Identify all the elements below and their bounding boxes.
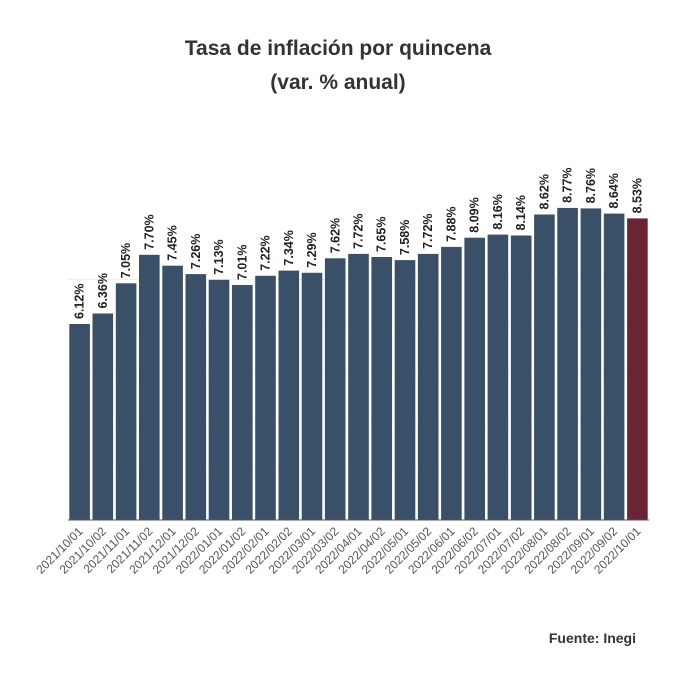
bar-value-label: 7.58% [398,220,412,255]
bar-2022/05/01 [394,260,416,520]
bar-value-label: 7.22% [259,235,273,270]
bar-value-label: 8.77% [561,167,575,202]
bar-value-label: 7.72% [352,213,366,248]
bar-value-label: 8.64% [607,173,621,208]
bar-2022/04/01 [348,253,369,520]
bar-2021/11/02 [139,254,160,521]
bar-value-label: 7.05% [119,243,133,278]
bar-value-label: 8.09% [468,197,482,232]
bar-2022/03/02 [324,258,346,520]
bar-value-label: 7.62% [328,218,342,253]
bar-2022/02/01 [255,275,276,520]
bar-2022/02/02 [278,270,300,520]
bar-value-label: 7.45% [166,225,180,260]
bar-2022/06/01 [441,246,462,520]
bar-2022/05/02 [417,253,439,520]
bar-2021/10/01 [69,324,90,520]
bar-value-label: 7.29% [305,232,319,267]
bar-2022/10/01 [627,218,648,520]
bar-value-label: 7.13% [212,239,226,274]
bar-2022/07/02 [510,235,532,520]
bar-2022/06/02 [464,237,485,520]
bar-value-label: 7.26% [189,234,203,269]
bar-2022/07/01 [487,234,509,520]
source-note: Fuente: Inegi [548,630,636,646]
bar-2022/08/02 [557,207,578,520]
bar-value-label: 7.65% [375,217,389,252]
bar-2021/12/02 [185,274,207,520]
chart-subtitle: (var. % anual) [270,71,406,94]
bar-value-label: 7.72% [421,213,435,248]
bar-2021/11/01 [115,283,137,520]
bar-value-label: 6.36% [96,273,110,308]
bar-value-label: 8.16% [491,194,505,229]
bar-value-label: 8.53% [630,178,644,213]
bar-2022/09/02 [603,213,625,520]
bar-2021/10/02 [92,313,114,520]
bar-value-label: 7.01% [235,245,249,280]
chart-title: Tasa de inflación por quincena [184,37,492,60]
bar-value-label: 7.34% [282,230,296,265]
bar-value-label: 7.70% [142,214,156,249]
chart-title-block: Tasa de inflación por quincena (var. % a… [0,32,676,100]
bar-2022/04/02 [371,257,392,520]
bar-2022/01/02 [232,285,253,520]
bar-value-label: 7.88% [445,206,459,241]
bar-value-label: 6.12% [73,284,87,319]
bar-2022/01/01 [208,279,230,520]
bar-2022/09/01 [580,208,602,520]
bar-value-label: 8.76% [584,168,598,203]
bar-value-label: 8.14% [514,195,528,230]
bar-2022/08/01 [534,214,555,520]
bar-2022/03/01 [301,272,323,520]
bar-2021/12/01 [162,265,183,520]
bar-value-label: 8.62% [537,174,551,209]
